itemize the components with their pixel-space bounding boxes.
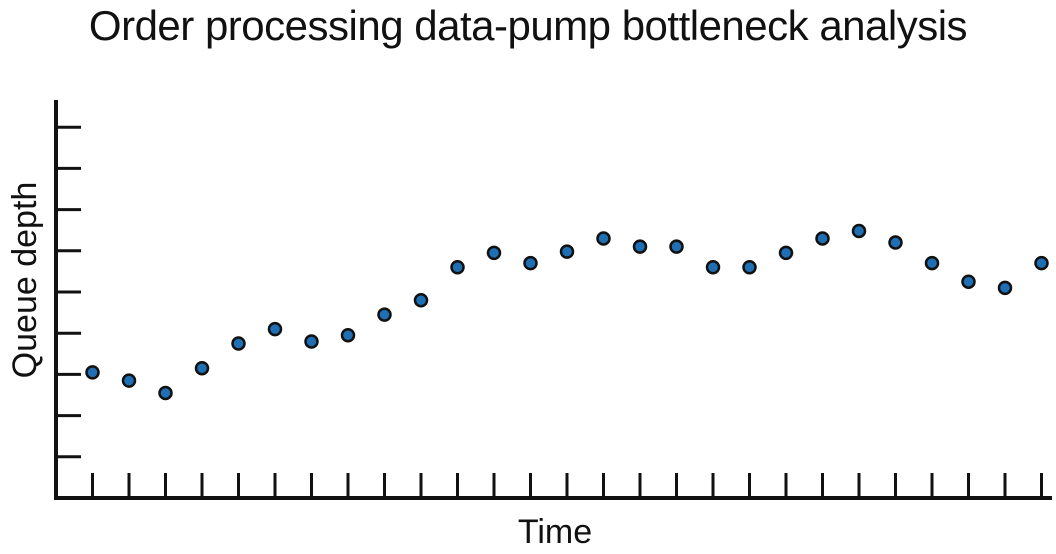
data-point (559, 244, 575, 259)
data-point (304, 334, 319, 349)
data-point (158, 385, 173, 401)
data-point (669, 239, 684, 254)
data-point (888, 235, 903, 250)
data-point (523, 255, 538, 271)
x-axis-label: Time (518, 513, 592, 551)
data-point (377, 307, 392, 322)
axes (54, 100, 1052, 500)
data-point (194, 360, 210, 376)
data-point (267, 321, 283, 337)
data-point (778, 245, 794, 261)
data-point (413, 292, 429, 308)
data-point (340, 328, 356, 343)
data-point (632, 239, 648, 254)
data-point (961, 274, 976, 289)
data-points (85, 223, 1049, 401)
data-point (1034, 255, 1049, 271)
data-point (486, 245, 502, 261)
data-point (450, 260, 465, 275)
data-point (815, 231, 830, 246)
data-point (705, 260, 721, 275)
data-point (997, 280, 1013, 296)
data-point (596, 231, 611, 246)
data-point (121, 373, 137, 388)
chart-title: Order processing data-pump bottleneck an… (88, 2, 968, 49)
data-point (85, 365, 100, 380)
data-point (851, 223, 867, 239)
data-point (742, 260, 757, 275)
data-point (231, 336, 246, 351)
y-axis-label: Queue depth (6, 182, 44, 379)
data-point (924, 255, 940, 271)
